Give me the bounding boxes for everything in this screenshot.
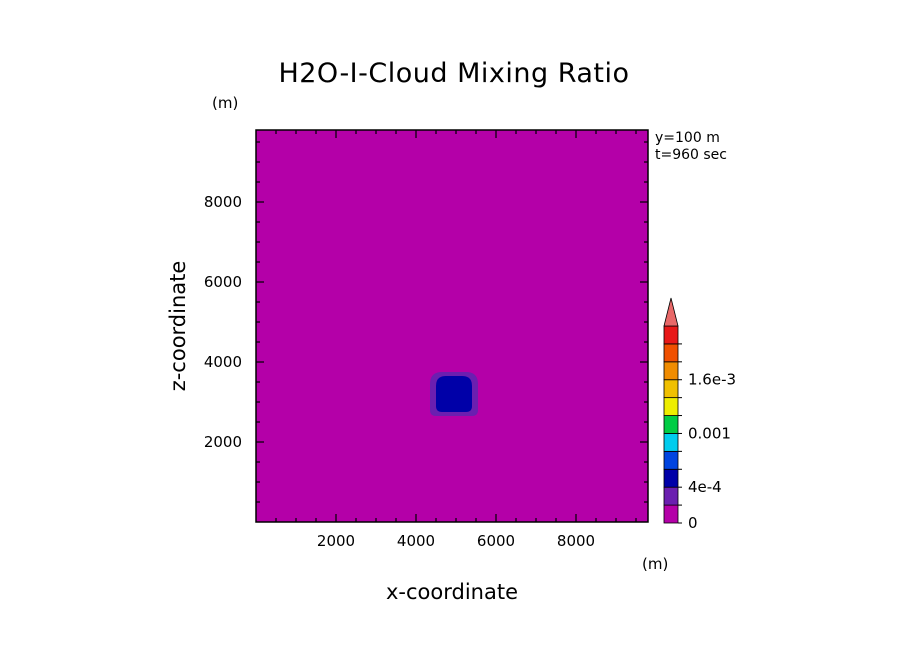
colorbar-label: 0 <box>688 514 698 532</box>
x-tick-label: 4000 <box>397 532 435 550</box>
x-axis-label: x-coordinate <box>385 580 519 604</box>
colorbar-swatch <box>663 504 679 524</box>
y-tick-label: 4000 <box>204 353 242 371</box>
colorbar-swatch <box>663 468 679 488</box>
x-tick-label: 6000 <box>477 532 515 550</box>
x-tick-label: 8000 <box>557 532 595 550</box>
colorbar-swatch <box>663 450 679 470</box>
colorbar-swatch <box>663 397 679 416</box>
colorbar-swatch <box>663 325 679 345</box>
y-tick-label: 6000 <box>204 273 242 291</box>
x-tick-label: 2000 <box>317 532 355 550</box>
colorbar-label: 0.001 <box>688 424 731 442</box>
x-axis-unit: (m) <box>642 555 669 573</box>
chart-title: H2O-I-Cloud Mixing Ratio <box>278 58 630 89</box>
y-tick-label: 8000 <box>204 193 242 211</box>
field-background <box>256 130 648 522</box>
colorbar-swatch <box>663 433 679 452</box>
cloud-contour-1 <box>436 376 472 412</box>
colorbar-extend-arrow <box>663 297 679 327</box>
slice-position-label: y=100 m <box>655 130 720 146</box>
time-label: t=960 sec <box>655 147 727 163</box>
colorbar-swatch <box>663 379 679 399</box>
colorbar-swatch <box>663 415 679 434</box>
colorbar-label: 1.6e-3 <box>688 371 736 389</box>
plot-frame <box>255 129 649 523</box>
colorbar: 0 4e-4 0.001 1.6e-3 <box>663 297 736 532</box>
colorbar-swatch <box>663 361 679 381</box>
colorbar-swatch <box>663 343 679 363</box>
y-tick-label: 2000 <box>204 433 242 451</box>
colorbar-swatch <box>663 486 679 506</box>
y-axis-unit: (m) <box>212 94 239 112</box>
colorbar-label: 4e-4 <box>688 478 722 496</box>
